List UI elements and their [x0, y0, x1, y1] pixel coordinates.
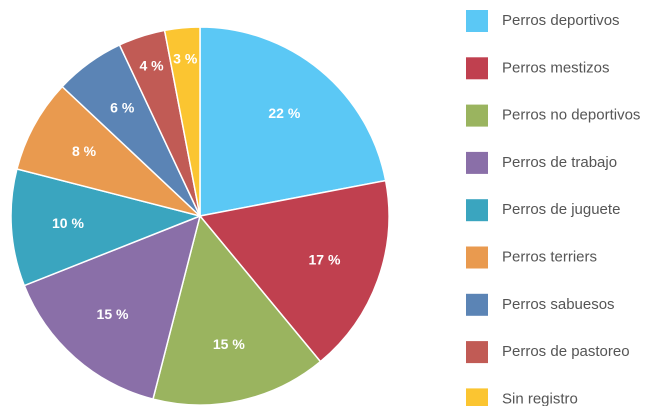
legend-label: Perros sabuesos	[502, 296, 615, 313]
legend-label: Perros deportivos	[502, 12, 620, 29]
legend-label: Perros de juguete	[502, 201, 620, 218]
pie-slice	[152, 214, 322, 406]
legend-swatch	[466, 104, 488, 127]
legend-swatch	[466, 341, 488, 364]
legend-swatch	[466, 388, 488, 406]
legend-swatch	[466, 199, 488, 222]
legend-label: Perros de pastoreo	[502, 343, 630, 360]
slice-label: 10 %	[52, 215, 84, 231]
legend-swatch	[466, 57, 488, 80]
legend-swatch	[466, 293, 488, 316]
legend-swatch	[466, 10, 488, 32]
pie-slice	[10, 168, 203, 287]
pie-slice	[163, 26, 201, 217]
slice-label: 3 %	[173, 51, 198, 67]
legend-swatch	[466, 151, 488, 174]
legend-label: Sin registro	[502, 390, 578, 406]
slice-label: 22 %	[268, 105, 300, 121]
pie-slice	[199, 26, 387, 217]
legend-label: Perros terriers	[502, 248, 597, 265]
slice-label: 4 %	[139, 58, 164, 74]
slice-label: 6 %	[110, 100, 135, 116]
legend-label: Perros no deportivos	[502, 107, 640, 124]
pie-slice	[16, 85, 201, 217]
legend-label: Perros mestizos	[502, 59, 610, 76]
pie-slice	[23, 214, 202, 400]
pie-slice	[198, 179, 390, 363]
legend-swatch	[466, 246, 488, 269]
legend-label: Perros de trabajo	[502, 154, 617, 171]
slice-label: 8 %	[72, 143, 97, 159]
slice-label: 15 %	[97, 306, 129, 322]
slice-label: 15 %	[213, 336, 245, 352]
slice-label: 17 %	[309, 252, 341, 268]
